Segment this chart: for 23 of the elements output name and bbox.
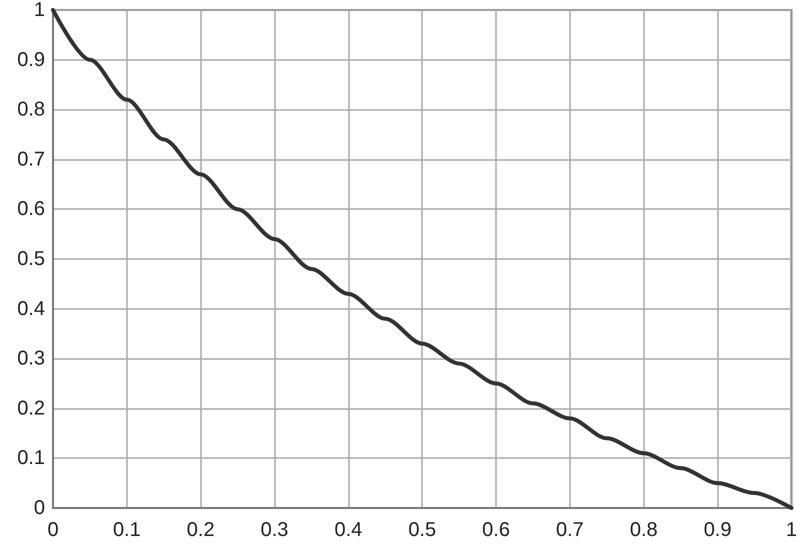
x-tick-label: 0.1: [112, 519, 141, 541]
y-tick-label: 0.6: [17, 198, 45, 220]
y-tick-label: 0.4: [17, 298, 45, 320]
y-tick-label: 0: [34, 497, 45, 519]
x-tick-label: 0: [47, 519, 59, 541]
x-tick-label: 0.7: [556, 519, 584, 541]
y-tick-label: 0.9: [17, 48, 45, 71]
x-tick-label: 0.3: [260, 519, 288, 541]
y-tick-label: 0.8: [17, 98, 45, 121]
x-tick-label: 0.2: [186, 519, 215, 541]
y-tick-label: 0.2: [17, 397, 45, 420]
x-tick-label: 0.6: [482, 519, 510, 541]
y-tick-label: 0.3: [17, 348, 45, 370]
y-tick-label: 0.1: [17, 447, 45, 470]
y-tick-label: 0.5: [17, 248, 45, 270]
x-tick-label: 1: [786, 519, 797, 541]
x-tick-label: 0.5: [408, 519, 436, 541]
x-tick-label: 0.9: [704, 519, 732, 541]
y-tick-label: 1: [34, 0, 45, 21]
y-tick-label: 0.7: [17, 148, 45, 170]
line-series: [51, 8, 794, 510]
x-tick-label: 0.4: [334, 519, 362, 541]
x-tick-label: 0.8: [630, 519, 658, 541]
